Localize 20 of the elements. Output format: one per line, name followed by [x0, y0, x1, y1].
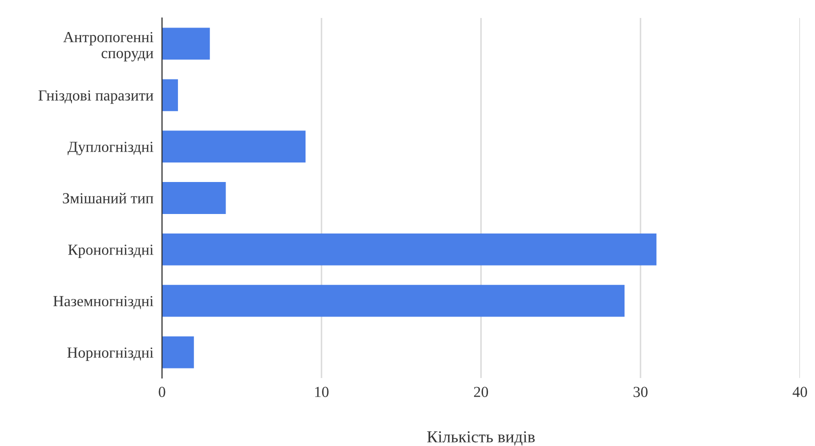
x-tick-label: 20 — [474, 386, 488, 398]
bar — [162, 182, 226, 214]
y-tick-label: Наземногніздні — [53, 296, 154, 310]
y-tick-label: Дуплогніздні — [68, 142, 154, 156]
bar — [162, 233, 656, 266]
bar — [162, 79, 178, 112]
y-tick-label: Антропогенні споруди — [63, 32, 154, 62]
x-tick-label: 30 — [634, 386, 648, 398]
y-tick-label: Норногніздні — [67, 347, 154, 361]
y-tick-label: Змішаний тип — [62, 192, 154, 204]
x-tick-label: 40 — [792, 386, 808, 398]
x-tick-label: 10 — [315, 386, 329, 398]
x-axis-title: Кількість видів — [427, 431, 535, 446]
bar — [162, 130, 306, 163]
bar — [162, 284, 625, 317]
y-tick-label: Кроногніздні — [68, 244, 154, 258]
y-tick-label: Гніздові паразити — [38, 90, 154, 104]
bar — [162, 28, 210, 60]
x-tick-label: 0 — [158, 386, 166, 398]
bar — [162, 336, 194, 368]
